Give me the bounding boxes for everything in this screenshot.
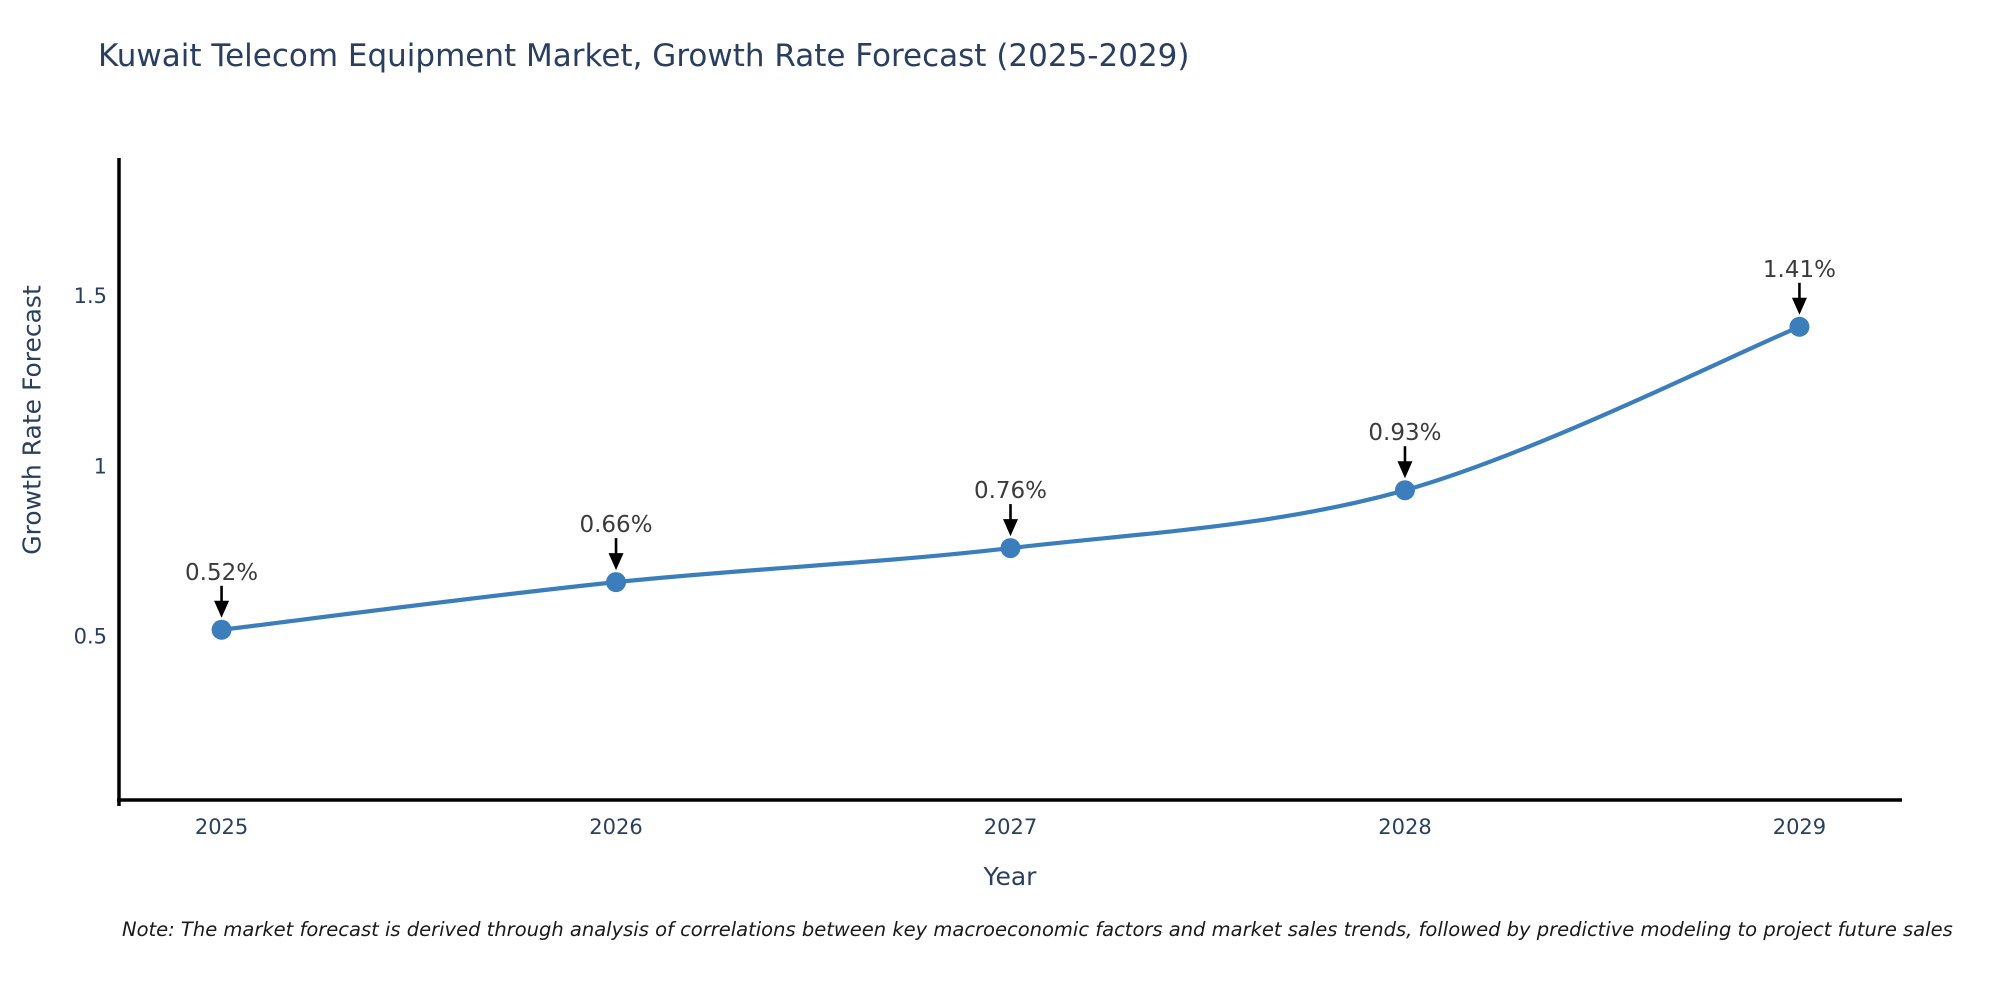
x-tick-label-2028: 2028 <box>1378 815 1431 839</box>
y-tick-label-1.5: 1.5 <box>74 284 107 308</box>
annotation-label-2028: 0.93% <box>1368 420 1441 446</box>
footnote: Note: The market forecast is derived thr… <box>122 918 1953 941</box>
annotation-arrowhead-2029 <box>1791 297 1807 315</box>
x-axis-title: Year <box>983 862 1037 891</box>
annotation-arrowhead-2028 <box>1397 461 1413 479</box>
annotation-arrowhead-2026 <box>608 553 624 571</box>
annotation-label-2029: 1.41% <box>1763 257 1836 283</box>
x-tick-label-2027: 2027 <box>984 815 1037 839</box>
annotation-arrowhead-2025 <box>214 600 230 618</box>
y-tick-label-1: 1 <box>94 454 107 478</box>
data-point-2028[interactable] <box>1394 480 1415 501</box>
data-point-2029[interactable] <box>1789 316 1810 337</box>
y-tick-label-0.5: 0.5 <box>74 625 107 649</box>
x-tick-label-2026: 2026 <box>589 815 642 839</box>
chart-title: Kuwait Telecom Equipment Market, Growth … <box>98 38 1190 74</box>
annotation-label-2026: 0.66% <box>579 512 652 538</box>
data-point-2027[interactable] <box>1000 538 1021 559</box>
annotation-label-2027: 0.76% <box>974 478 1047 504</box>
annotation-label-2025: 0.52% <box>185 560 258 586</box>
annotation-arrowhead-2027 <box>1003 519 1018 537</box>
x-tick-label-2025: 2025 <box>195 815 248 839</box>
data-point-2025[interactable] <box>211 619 232 640</box>
data-point-2026[interactable] <box>606 572 627 593</box>
x-tick-label-2029: 2029 <box>1773 815 1826 839</box>
